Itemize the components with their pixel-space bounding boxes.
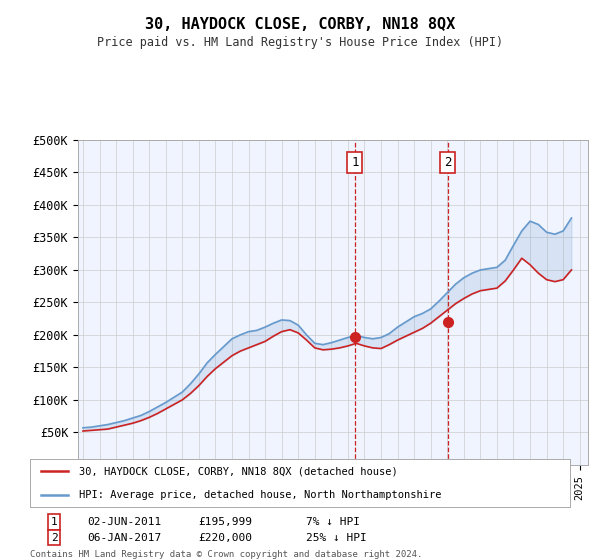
Text: 7% ↓ HPI: 7% ↓ HPI <box>306 517 360 527</box>
Text: 2: 2 <box>50 533 58 543</box>
Text: HPI: Average price, detached house, North Northamptonshire: HPI: Average price, detached house, Nort… <box>79 490 441 500</box>
Text: 02-JUN-2011: 02-JUN-2011 <box>87 517 161 527</box>
Text: 1: 1 <box>50 517 58 527</box>
Text: 25% ↓ HPI: 25% ↓ HPI <box>306 533 367 543</box>
Text: 30, HAYDOCK CLOSE, CORBY, NN18 8QX: 30, HAYDOCK CLOSE, CORBY, NN18 8QX <box>145 17 455 32</box>
Text: Price paid vs. HM Land Registry's House Price Index (HPI): Price paid vs. HM Land Registry's House … <box>97 36 503 49</box>
Text: Contains HM Land Registry data © Crown copyright and database right 2024.
This d: Contains HM Land Registry data © Crown c… <box>30 550 422 560</box>
Text: 2: 2 <box>444 156 451 169</box>
Text: 1: 1 <box>351 156 359 169</box>
Text: £220,000: £220,000 <box>198 533 252 543</box>
Text: 06-JAN-2017: 06-JAN-2017 <box>87 533 161 543</box>
Text: £195,999: £195,999 <box>198 517 252 527</box>
Text: 30, HAYDOCK CLOSE, CORBY, NN18 8QX (detached house): 30, HAYDOCK CLOSE, CORBY, NN18 8QX (deta… <box>79 466 397 476</box>
